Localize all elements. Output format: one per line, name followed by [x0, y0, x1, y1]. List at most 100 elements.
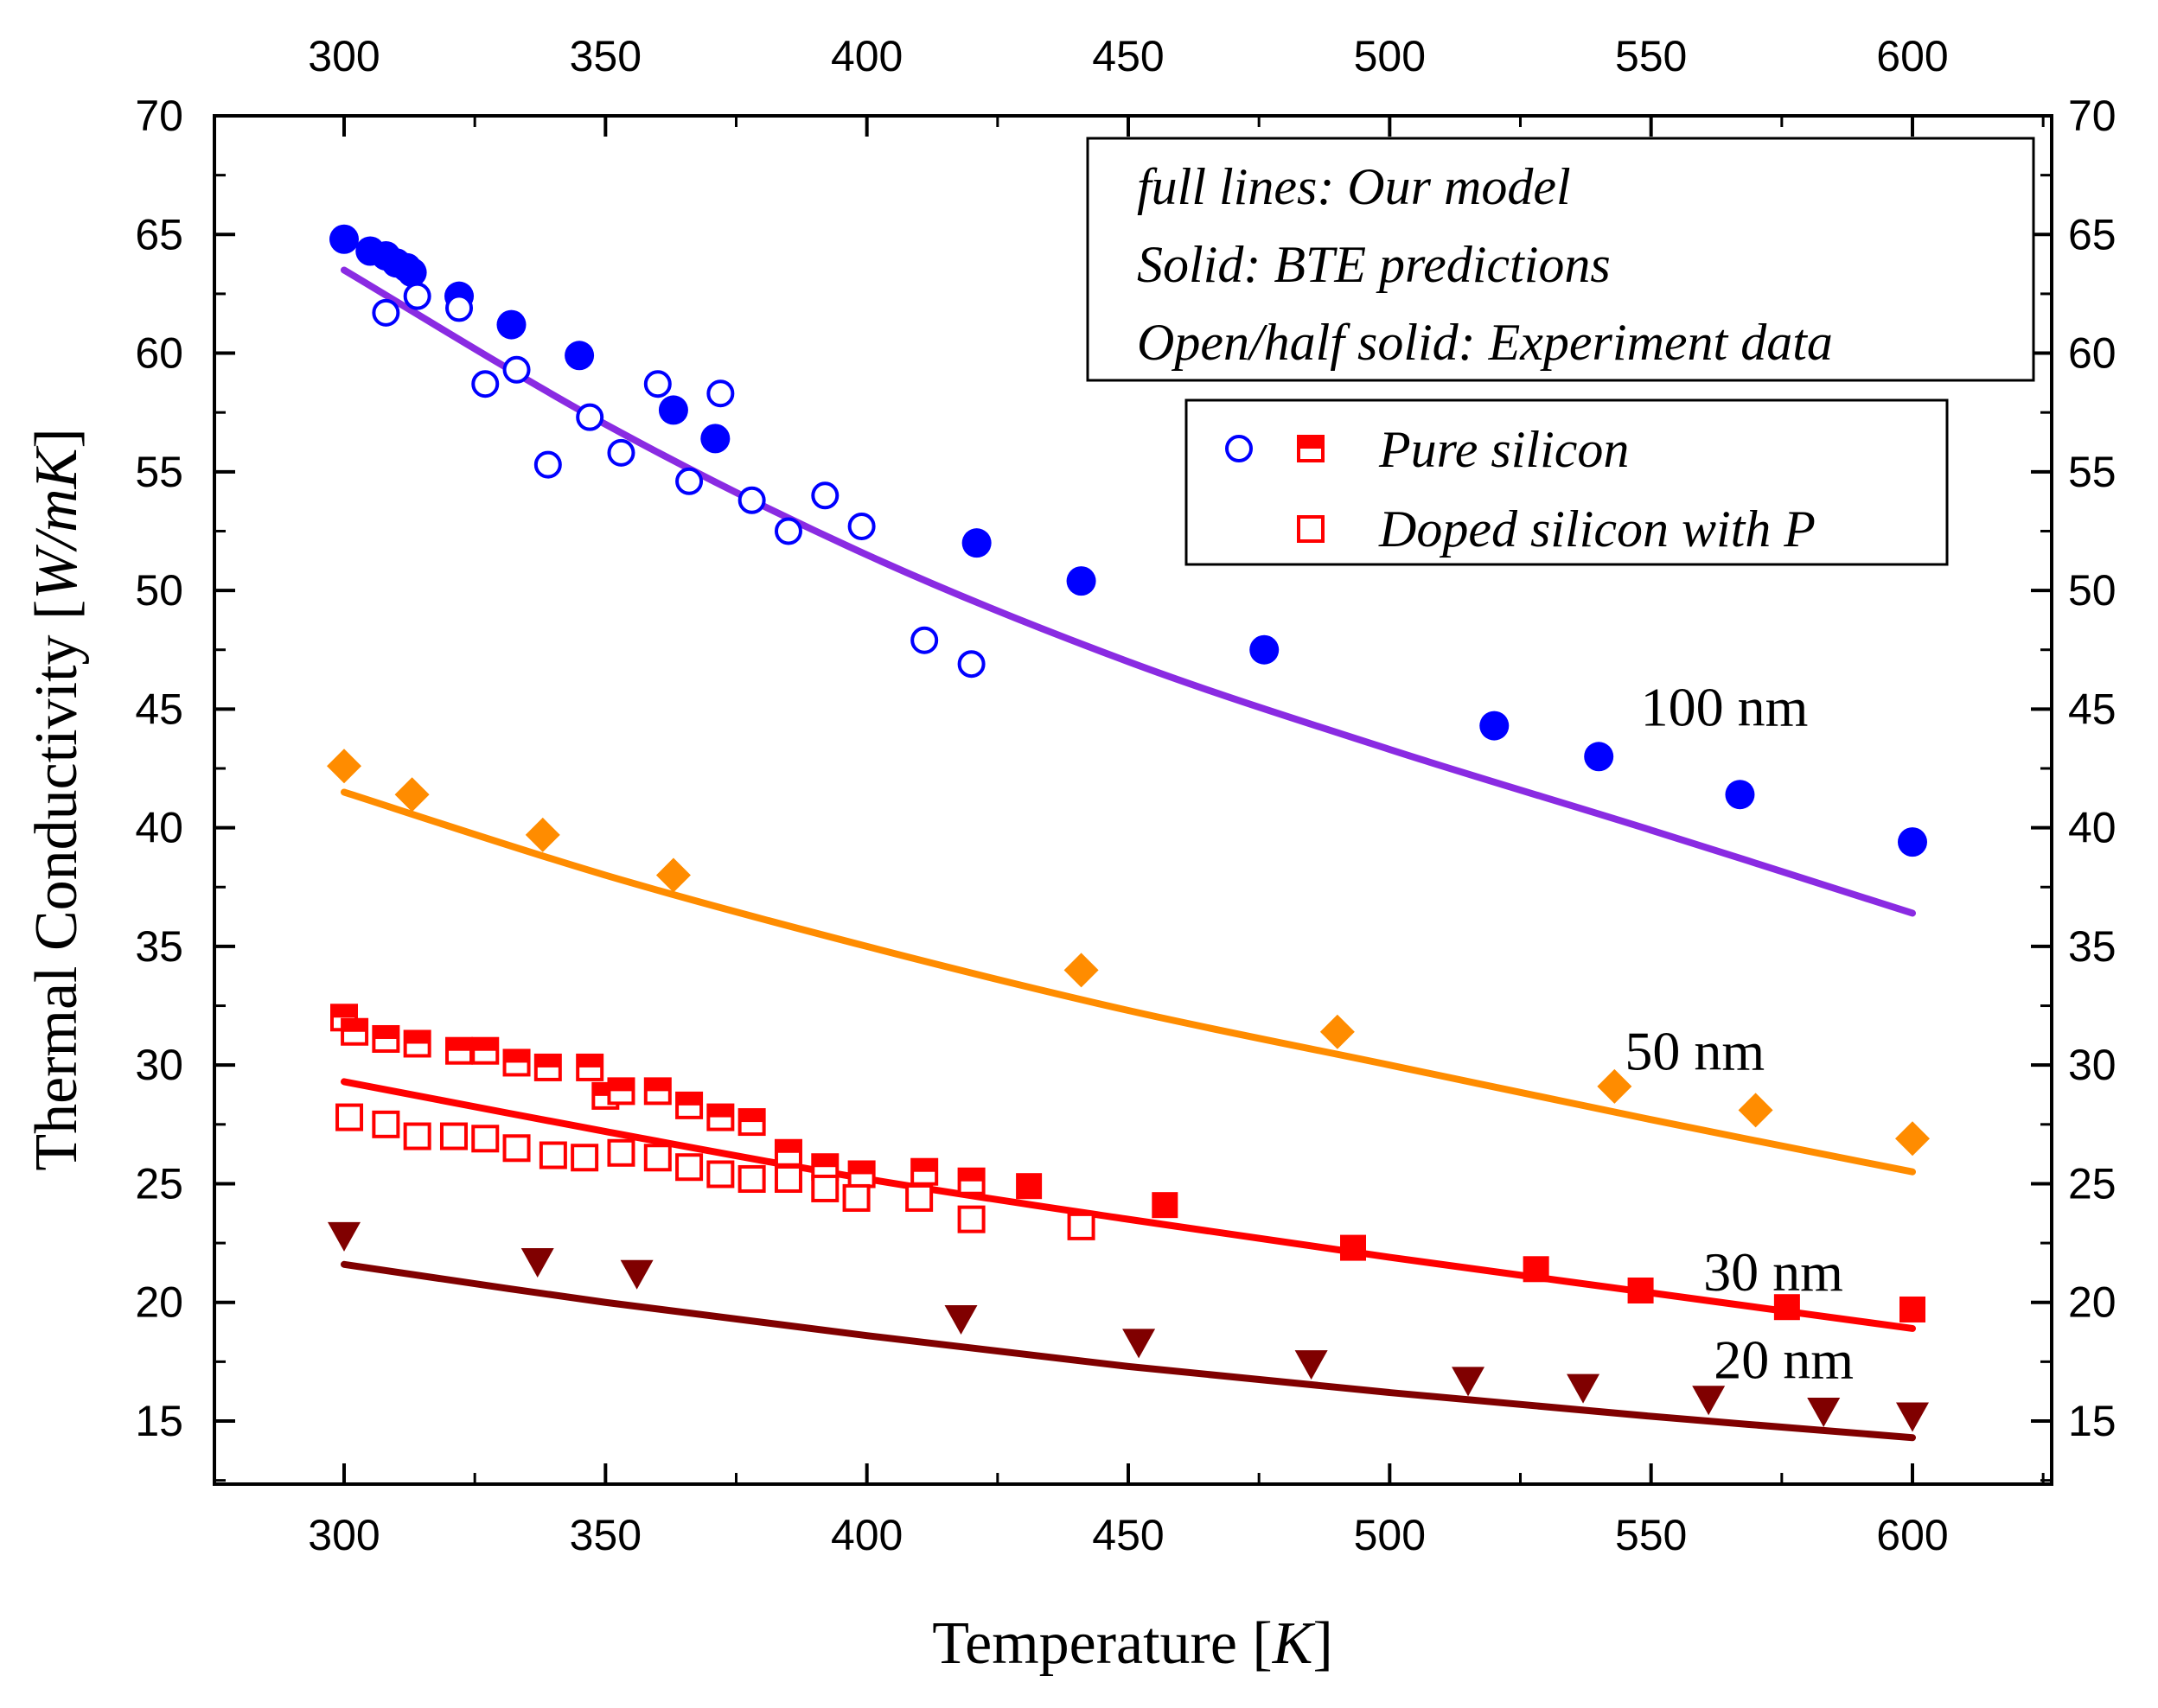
bte-diamond-marker: [1319, 1014, 1355, 1049]
experiment-circle-marker: [372, 298, 400, 327]
x-tick-label-bottom: 500: [1354, 1511, 1426, 1559]
bte-triangle-marker: [1294, 1350, 1328, 1380]
y-tick-label-left: 60: [135, 329, 183, 378]
bte-diamond-marker: [1063, 953, 1099, 988]
y-tick-label-left: 65: [135, 210, 183, 258]
legend-pure-silicon-label: Pure silicon: [1378, 421, 1629, 478]
x-tick-label-bottom: 600: [1876, 1511, 1948, 1559]
half-square-marker-fill: [959, 1169, 984, 1182]
experiment-circle-marker: [607, 438, 635, 467]
experiment-circle-marker: [576, 403, 604, 431]
y-tick-label-left: 55: [135, 448, 183, 496]
x-tick-label-bottom: 350: [570, 1511, 642, 1559]
experiment-circle-marker: [643, 370, 672, 398]
bte-circle-marker: [1898, 827, 1927, 857]
x-axis-title-text: Temperature [: [932, 1610, 1272, 1677]
half-square-marker-fill: [912, 1159, 937, 1172]
y-tick-label-left: 30: [135, 1041, 183, 1089]
half-square-marker-fill: [813, 1155, 838, 1168]
bte-triangle-marker: [944, 1304, 978, 1335]
y-tick-label-left: 35: [135, 922, 183, 971]
y-tick-label-right: 50: [2068, 566, 2116, 615]
experiment-circle-marker: [737, 486, 766, 514]
y-tick-label-right: 40: [2068, 804, 2116, 852]
bte-triangle-marker: [1122, 1329, 1156, 1359]
model-curve-20-nm: [341, 1260, 1916, 1442]
legend-doped-open-square-icon: [1297, 515, 1325, 543]
bte-triangle-marker: [1567, 1373, 1600, 1404]
x-tick-label-bottom: 300: [308, 1511, 380, 1559]
y-axis-title-close: ]: [23, 428, 90, 448]
bte-circle-marker: [496, 309, 527, 340]
info-box: full lines: Our model Solid: BTE predict…: [1086, 137, 2035, 382]
open-square-marker: [1067, 1212, 1095, 1240]
bte-square-marker: [1773, 1294, 1800, 1321]
y-tick-label-right: 35: [2068, 922, 2116, 971]
bte-triangle-marker: [328, 1221, 361, 1252]
half-square-marker-fill: [374, 1026, 399, 1039]
open-square-marker: [842, 1183, 871, 1212]
y-tick-label-right: 55: [2068, 448, 2116, 496]
open-square-marker: [471, 1125, 500, 1153]
open-square-marker: [774, 1164, 802, 1193]
x-tick-label-top: 450: [1092, 32, 1164, 80]
bte-circle-marker: [1725, 780, 1755, 810]
curve-label-100-nm: 100 nm: [1641, 677, 1809, 738]
bte-diamond-marker: [1597, 1068, 1632, 1104]
experiment-circle-marker: [811, 481, 840, 510]
legend: Pure silicon Doped silicon with P: [1184, 398, 1949, 566]
bte-circle-marker: [565, 341, 595, 371]
experiment-circle-marker: [403, 282, 431, 310]
plot-frame: [213, 114, 2053, 1486]
x-axis-title-unit: K: [1272, 1610, 1316, 1677]
info-line-experiment: Open/half solid: Experiment data: [1137, 314, 1833, 371]
bte-circle-marker: [1249, 634, 1280, 665]
half-square-marker-fill: [535, 1055, 560, 1068]
bte-diamond-marker: [394, 777, 430, 813]
open-square-marker: [957, 1205, 986, 1233]
y-axis-title-text: Thermal Conductivity [: [23, 600, 90, 1171]
curve-label-20-nm: 20 nm: [1714, 1329, 1854, 1391]
open-square-marker: [539, 1141, 567, 1169]
experiment-circle-marker: [957, 650, 986, 679]
open-square-marker: [439, 1122, 468, 1150]
legend-pure-open-circle-icon: [1225, 435, 1253, 462]
y-tick-label-left: 50: [135, 566, 183, 615]
curve-label-50-nm: 50 nm: [1625, 1021, 1765, 1082]
bte-circle-marker: [700, 424, 731, 454]
x-tick-label-top: 300: [308, 32, 380, 80]
half-square-marker-fill: [342, 1019, 367, 1032]
experiment-circle-marker: [675, 467, 704, 495]
x-tick-label-bottom: 400: [831, 1511, 903, 1559]
y-tick-label-right: 60: [2068, 329, 2116, 378]
x-axis-title: Temperature [K]: [932, 1610, 1333, 1677]
half-square-marker-fill: [405, 1031, 430, 1044]
y-tick-label-right: 65: [2068, 210, 2116, 258]
experiment-circle-marker: [445, 294, 474, 322]
half-square-marker-fill: [332, 1005, 356, 1018]
open-square-marker: [675, 1153, 704, 1182]
open-square-marker: [643, 1144, 672, 1172]
bte-square-marker: [1523, 1256, 1549, 1283]
info-line-bte: Solid: BTE predictions: [1137, 236, 1611, 293]
x-tick-label-top: 600: [1876, 32, 1948, 80]
open-square-marker: [607, 1138, 635, 1167]
axis-ticks: 300 300 350 350 400 400 450 450 500 500 550 550 600 6…: [135, 32, 2116, 1559]
half-square-marker-fill: [447, 1038, 472, 1051]
bte-square-marker: [1627, 1278, 1654, 1303]
curve-labels: 100 nm 50 nm 30 nm 20 nm: [1625, 677, 1854, 1391]
y-axis-title-unit: W/mK: [23, 445, 90, 599]
x-tick-label-top: 550: [1615, 32, 1687, 80]
experiment-circle-marker: [910, 626, 939, 654]
y-tick-label-left: 15: [135, 1397, 183, 1445]
curve-label-30-nm: 30 nm: [1703, 1241, 1843, 1303]
bte-triangle-marker: [520, 1248, 554, 1278]
half-square-marker-fill: [578, 1055, 603, 1068]
y-tick-label-right: 15: [2068, 1397, 2116, 1445]
bte-diamond-marker: [1738, 1093, 1773, 1128]
bte-triangle-marker: [1692, 1386, 1726, 1416]
open-square-marker: [335, 1103, 364, 1131]
bte-diamond-marker: [327, 749, 361, 784]
bte-square-marker: [1152, 1192, 1178, 1219]
half-square-marker-fill: [708, 1105, 733, 1118]
